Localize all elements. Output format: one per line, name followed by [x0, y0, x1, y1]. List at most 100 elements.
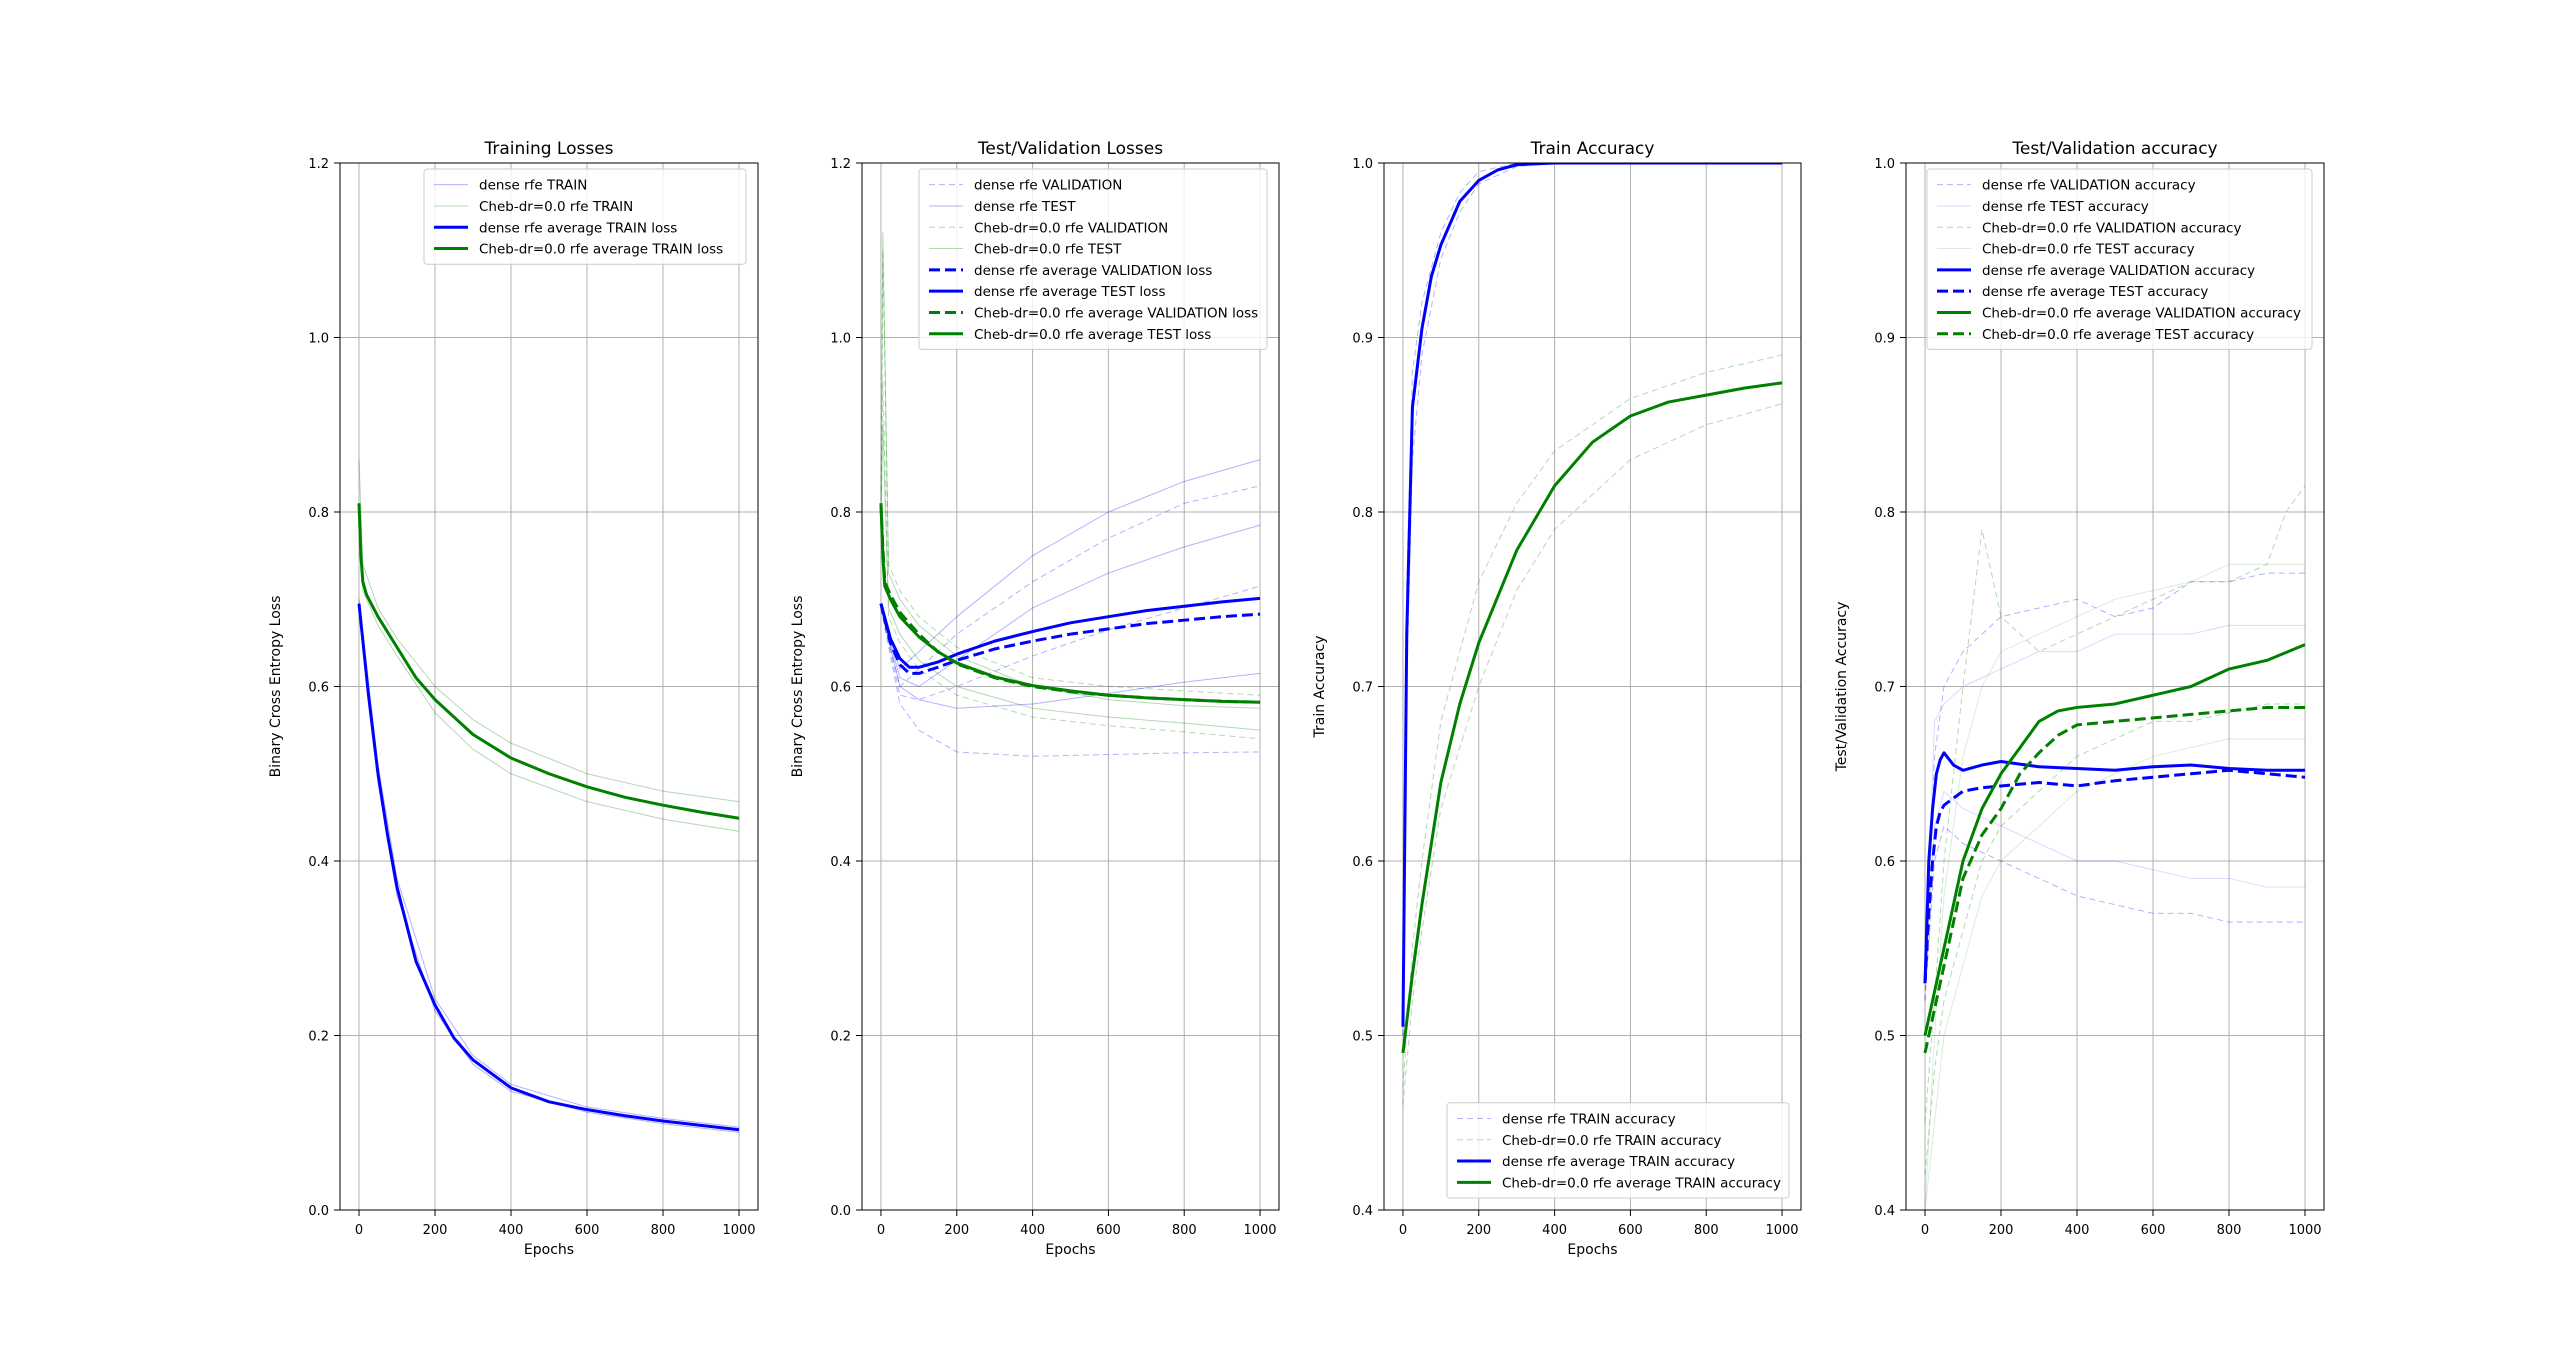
series-line [1923, 643, 2306, 1036]
x-tick-label: 1000 [1765, 1223, 1798, 1238]
series-line [1924, 563, 2305, 1210]
y-tick-label: 1.0 [1874, 157, 1895, 172]
legend-label: dense rfe average TRAIN loss [479, 220, 677, 236]
legend-label: dense rfe TRAIN [479, 178, 587, 194]
legend-label: dense rfe average TRAIN accuracy [1502, 1154, 1735, 1170]
legend-label: Cheb-dr=0.0 rfe VALIDATION accuracy [1982, 220, 2241, 236]
legend-label: dense rfe VALIDATION [974, 178, 1122, 194]
x-tick-label: 400 [499, 1223, 524, 1238]
legend-label: Cheb-dr=0.0 rfe VALIDATION [974, 220, 1168, 236]
legend-label: Cheb-dr=0.0 rfe average VALIDATION accur… [1982, 305, 2301, 321]
y-axis-label: Test/Validation Accuracy [1834, 602, 1850, 773]
series-line [358, 599, 740, 1128]
ticks: 0 200 400 600 800 1000 0.0 0.2 0.4 0.6 0.8 1.0 1.2 [308, 157, 755, 1238]
x-tick-label: 0 [1921, 1223, 1929, 1238]
y-tick-label: 1.0 [1352, 157, 1373, 172]
series-line [880, 607, 1261, 757]
legend-label: Cheb-dr=0.0 rfe average VALIDATION loss [974, 305, 1258, 321]
y-tick-label: 0.5 [1352, 1030, 1373, 1045]
x-tick-label: 200 [944, 1223, 969, 1238]
ticks: 0 200 400 600 800 1000 0.4 0.5 0.6 0.7 0.8 0.9 1.0 [1874, 157, 2321, 1238]
x-tick-label: 200 [1466, 1223, 1491, 1238]
x-tick-label: 800 [651, 1223, 676, 1238]
legend: dense rfe TRAIN accuracy Cheb-dr=0.0 rfe … [1446, 1102, 1790, 1199]
x-tick-label: 400 [2065, 1223, 2090, 1238]
series-line [1923, 751, 2305, 984]
legend-label: Cheb-dr=0.0 rfe average TRAIN loss [479, 242, 723, 258]
x-tick-label: 800 [1172, 1223, 1197, 1238]
legend-box [423, 168, 747, 265]
series-line [880, 424, 1261, 731]
series-line [880, 485, 1261, 687]
series-line [358, 459, 740, 803]
legend-label: Cheb-dr=0.0 rfe TEST [974, 242, 1122, 258]
y-axis-label: Train Accuracy [1312, 636, 1328, 739]
y-tick-label: 1.2 [308, 157, 329, 172]
subplot-title: Training Losses [483, 139, 613, 159]
x-tick-label: 1000 [2288, 1223, 2321, 1238]
y-tick-label: 0.9 [1352, 332, 1373, 347]
series-line [1924, 825, 2305, 1001]
series-group [357, 459, 740, 1133]
subplot-test-validation-losses: Test/Validation Losses Epochs Binary Cro… [790, 139, 1280, 1258]
series-line [879, 596, 1261, 669]
ticks: 0 200 400 600 800 1000 0.0 0.2 0.4 0.6 0.8 1.0 1.2 [830, 157, 1276, 1238]
legend-label: dense rfe TEST [974, 199, 1076, 215]
legend: dense rfe TRAIN Cheb-dr=0.0 rfe TRAIN dens… [423, 168, 747, 265]
grid [1384, 162, 1801, 1211]
series-line [1923, 705, 2305, 1054]
x-tick-label: 0 [355, 1223, 363, 1238]
series-line [879, 503, 1261, 704]
legend-label: Cheb-dr=0.0 rfe TRAIN [479, 199, 633, 215]
legend-label: Cheb-dr=0.0 rfe TEST accuracy [1982, 242, 2195, 258]
y-tick-label: 0.4 [1352, 1204, 1373, 1219]
legend-label: Cheb-dr=0.0 rfe average TEST accuracy [1982, 327, 2254, 343]
x-tick-label: 400 [1542, 1223, 1567, 1238]
legend-label: Cheb-dr=0.0 rfe TRAIN accuracy [1502, 1133, 1721, 1149]
x-tick-label: 200 [423, 1223, 448, 1238]
subplot-training-losses: Training Losses Epochs Binary Cross Entr… [268, 139, 759, 1258]
legend-label: dense rfe TRAIN accuracy [1502, 1111, 1676, 1127]
x-tick-label: 600 [575, 1223, 600, 1238]
x-tick-label: 800 [2217, 1223, 2242, 1238]
y-tick-label: 0.0 [830, 1204, 851, 1219]
series-line [1924, 485, 2306, 1123]
y-tick-label: 0.2 [830, 1030, 851, 1045]
y-tick-label: 0.6 [830, 681, 851, 696]
x-tick-label: 0 [877, 1223, 885, 1238]
y-tick-label: 0.8 [308, 506, 329, 521]
series-line [1924, 624, 2305, 984]
y-axis-label: Binary Cross Entropy Loss [790, 596, 806, 778]
series-line [1402, 403, 1783, 1106]
y-tick-label: 0.2 [308, 1030, 329, 1045]
series-line [880, 585, 1261, 701]
series-line [1401, 163, 1783, 1027]
y-tick-label: 0.6 [1352, 855, 1373, 870]
legend-box [1446, 1102, 1790, 1199]
y-tick-label: 1.0 [308, 332, 329, 347]
x-tick-label: 200 [1989, 1223, 2014, 1238]
subplot-title: Test/Validation accuracy [2011, 139, 2217, 159]
y-tick-label: 0.6 [1874, 855, 1895, 870]
legend-label: Cheb-dr=0.0 rfe average TEST loss [974, 327, 1211, 343]
series-line [880, 607, 1261, 709]
series-group [1401, 163, 1783, 1106]
y-tick-label: 0.8 [1352, 506, 1373, 521]
y-tick-label: 1.2 [830, 157, 851, 172]
series-line [1923, 768, 2306, 984]
y-tick-label: 0.9 [1874, 332, 1895, 347]
legend-label: dense rfe average VALIDATION loss [974, 263, 1212, 279]
series-line [357, 603, 740, 1132]
x-tick-label: 1000 [1243, 1223, 1276, 1238]
y-tick-label: 0.4 [830, 855, 851, 870]
legend-label: dense rfe average TEST accuracy [1982, 284, 2208, 300]
series-line [880, 380, 1261, 740]
y-tick-label: 0.4 [1874, 1204, 1895, 1219]
y-tick-label: 0.8 [1874, 506, 1895, 521]
grid [340, 162, 758, 1211]
series-line [1402, 354, 1783, 1088]
x-tick-label: 0 [1399, 1223, 1407, 1238]
x-axis-label: Epochs [1045, 1242, 1095, 1258]
x-tick-label: 800 [1694, 1223, 1719, 1238]
